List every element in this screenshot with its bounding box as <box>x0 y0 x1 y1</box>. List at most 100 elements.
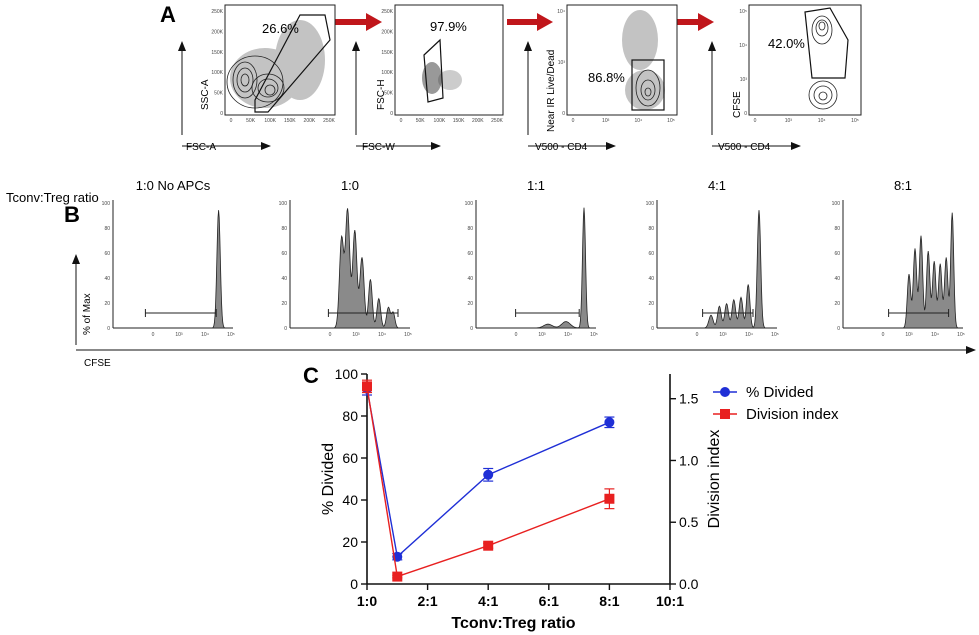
hist-y-tick-label: 80 <box>834 226 840 232</box>
y-tick-label: 100K <box>381 70 393 76</box>
histogram-1: 1:0 No APCs 100 80 60 40 20 0 0 10³ 10⁴ 10⁵ <box>102 178 235 338</box>
y-tick-label: 10⁵ <box>739 9 747 15</box>
y-axis-label: SSC-A <box>200 79 211 110</box>
gate-polygon <box>804 7 849 79</box>
panel-c-letter: C <box>303 363 319 388</box>
y-axis-label: Near IR Live/Dead <box>546 50 557 132</box>
y-tick-label: 50K <box>214 91 224 97</box>
hist-x-tick-label: 10⁵ <box>590 332 598 338</box>
histogram-title: 1:0 <box>341 178 359 193</box>
series--divided <box>362 381 615 562</box>
hist-y-tick-label: 100 <box>465 201 474 207</box>
hist-y-tick-label: 20 <box>281 301 287 307</box>
x-tick-label: 10³ <box>602 118 610 124</box>
x-axis-title: Tconv:Treg ratio <box>451 615 575 632</box>
y-tick-label: 10⁴ <box>557 9 565 15</box>
y-axis-label: % of Max <box>82 293 93 335</box>
histogram-5: 8:1 100 80 60 40 20 0 0 10³ 10⁴ 10⁵ <box>832 178 965 338</box>
gate-rectangle <box>631 59 665 111</box>
hist-x-tick-label: 10⁴ <box>378 332 386 338</box>
y-tick-label: 150K <box>381 50 393 56</box>
hist-y-tick-label: 0 <box>284 326 287 332</box>
hist-x-tick-label: 10³ <box>905 332 913 338</box>
data-point <box>392 571 403 582</box>
gate-arrow-3-head <box>698 13 714 31</box>
x-tick-label: 200K <box>304 118 316 124</box>
hist-y-tick-label: 20 <box>834 301 840 307</box>
histogram-title: 4:1 <box>708 178 726 193</box>
histogram-curve <box>290 208 410 329</box>
histogram-curve <box>843 212 963 329</box>
x-axis-label: V500 - CD4 <box>718 142 771 153</box>
gate-polygon <box>423 38 444 103</box>
hist-y-tick-label: 60 <box>104 251 110 257</box>
y-tick-label: 10⁴ <box>739 43 747 49</box>
series-division-index <box>362 379 615 582</box>
x-tick-label: 250K <box>491 118 503 124</box>
y-tick-label: 100K <box>211 70 223 76</box>
y-tick-label: 0 <box>744 111 747 117</box>
legend-marker <box>720 387 730 397</box>
x-tick-label: 150K <box>453 118 465 124</box>
hist-x-tick-label: 0 <box>515 332 518 338</box>
gate-plot-cd4-cfse: 42.0% <box>748 4 862 116</box>
y-axis-title: % Divided <box>320 443 337 515</box>
y-tick-label: 150K <box>211 50 223 56</box>
contour-lines <box>226 55 285 109</box>
x-tick-label: 200K <box>472 118 484 124</box>
hist-x-tick-label: 10⁴ <box>745 332 753 338</box>
y-tick-label: 250K <box>381 9 393 15</box>
hist-x-tick-label: 10³ <box>175 332 183 338</box>
y-axis-label: FSC-H <box>376 79 387 110</box>
y-tick-label: 20 <box>342 534 358 550</box>
contour-lines <box>635 69 661 107</box>
y-tick-label: 50K <box>384 91 394 97</box>
hist-y-tick-label: 0 <box>107 326 110 332</box>
y-tick-label: 60 <box>342 450 358 466</box>
x-tick-label: 10⁴ <box>818 118 826 124</box>
hist-y-tick-label: 60 <box>281 251 287 257</box>
hist-x-tick-label: 10⁵ <box>227 332 235 338</box>
hist-y-tick-label: 40 <box>281 276 287 282</box>
hist-y-tick-label: 60 <box>648 251 654 257</box>
histogram-title: 1:0 No APCs <box>136 178 211 193</box>
hist-x-tick-label: 10³ <box>538 332 546 338</box>
chart-c: 0 20 40 60 80 100 0.0 0.5 1.0 1.5 1:0 2:1 4:1 6:1 8:1 1… <box>320 366 839 632</box>
hist-y-tick-label: 80 <box>281 226 287 232</box>
gate-polygon <box>254 14 331 113</box>
panel-b-letter: B <box>64 202 80 227</box>
hist-x-tick-label: 0 <box>882 332 885 338</box>
x-tick-label: 10:1 <box>656 593 684 609</box>
x-tick-label: 100K <box>434 118 446 124</box>
x-tick-label: 250K <box>323 118 335 124</box>
histogram-3: 1:1 100 80 60 40 20 0 0 10³ 10⁴ 10⁵ <box>465 178 598 338</box>
y-tick-label: 0 <box>562 111 565 117</box>
gate-percent: 86.8% <box>588 70 625 85</box>
hist-y-tick-label: 0 <box>470 326 473 332</box>
hist-y-tick-label: 0 <box>651 326 654 332</box>
x-tick-label: 1:0 <box>357 593 377 609</box>
legend-item: % Divided <box>713 384 814 401</box>
scatter-density <box>230 20 325 108</box>
data-point <box>604 417 615 428</box>
hist-y-tick-label: 40 <box>834 276 840 282</box>
x-tick-label: 100K <box>264 118 276 124</box>
x-tick-label: 10⁵ <box>851 118 859 124</box>
hist-y-tick-label: 80 <box>467 226 473 232</box>
legend: % Divided Division index <box>713 384 839 423</box>
hist-x-tick-label: 0 <box>696 332 699 338</box>
gate-percent: 42.0% <box>768 36 805 51</box>
hist-y-tick-label: 0 <box>837 326 840 332</box>
hist-x-tick-label: 10⁴ <box>201 332 209 338</box>
histogram-title: 8:1 <box>894 178 912 193</box>
x-tick-label: 0 <box>572 118 575 124</box>
y-tick-label: 0 <box>390 111 393 117</box>
y-tick-label: 250K <box>211 9 223 15</box>
hist-y-tick-label: 100 <box>646 201 655 207</box>
x-axis-label: CFSE <box>84 358 111 369</box>
hist-y-tick-label: 20 <box>648 301 654 307</box>
row-label: Tconv:Treg ratio <box>6 190 99 205</box>
histogram-4: 4:1 100 80 60 40 20 0 0 10³ 10⁴ 10⁵ <box>646 178 779 338</box>
legend-label: % Divided <box>746 384 814 401</box>
